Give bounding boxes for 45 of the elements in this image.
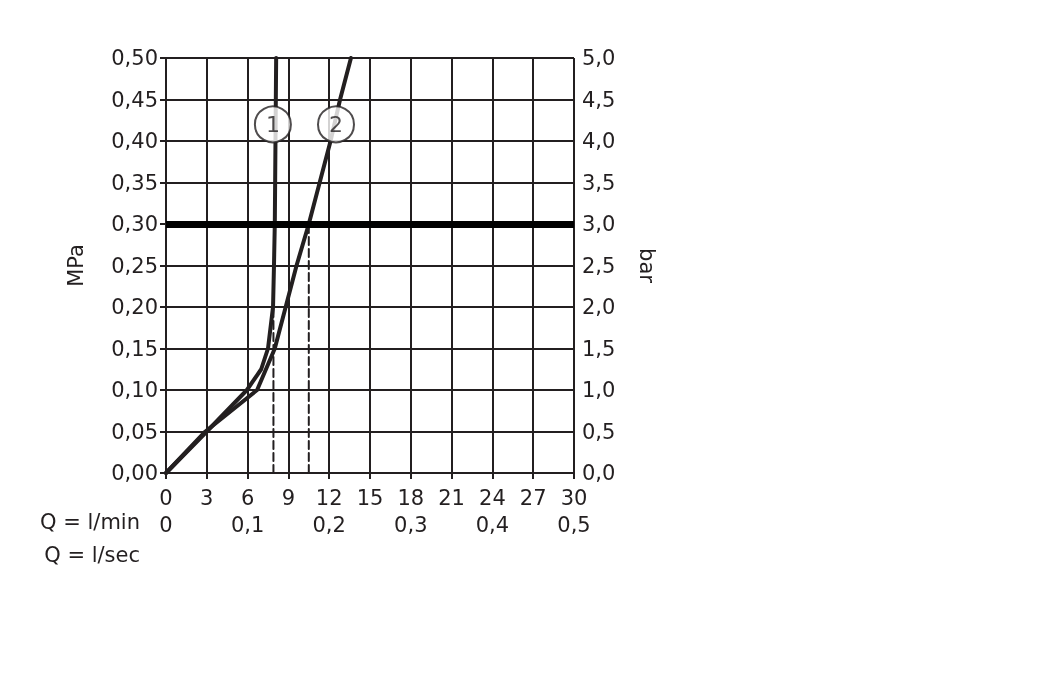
y-tick-label: 0,35 <box>111 170 158 195</box>
y-tick-label: 0,10 <box>111 378 158 402</box>
x-tick-label: 6 <box>240 485 255 510</box>
y-tick-label: 0,40 <box>111 129 158 153</box>
y-tick-label: 0,20 <box>111 295 158 319</box>
y-tick-label: 0,15 <box>111 336 158 361</box>
y-tick-label: 0,50 <box>111 46 158 70</box>
x-tick-label: 24 <box>479 485 506 510</box>
x2-tick-label: 0,5 <box>557 512 591 537</box>
y2-tick-label: 2,0 <box>582 295 616 319</box>
y-axis-title: MPa <box>63 244 88 287</box>
x-tick-label: 15 <box>356 485 384 510</box>
y2-tick-label: 3,0 <box>582 212 616 236</box>
annotation: 2 <box>329 111 343 137</box>
x2-tick-label: 0 <box>159 512 173 537</box>
x2-axis-title: Q = l/sec <box>44 542 140 567</box>
y-tick-label: 0,00 <box>111 461 158 485</box>
y2-tick-label: 4,0 <box>582 129 616 153</box>
y2-tick-label: 1,0 <box>582 378 616 402</box>
x-tick-label: 12 <box>315 485 343 510</box>
x-tick-label: 9 <box>281 485 296 510</box>
x2-tick-label: 0,1 <box>230 512 265 537</box>
y2-tick-label: 1,5 <box>582 336 616 361</box>
x2-tick-label: 0,4 <box>475 512 510 537</box>
x-tick-label: 3 <box>200 485 214 510</box>
y-tick-label: 0,45 <box>111 87 158 112</box>
x-tick-label: 18 <box>397 485 425 510</box>
y2-tick-label: 0,0 <box>582 461 616 485</box>
y2-tick-label: 3,5 <box>582 170 616 195</box>
x-axis-title: Q = l/min <box>40 509 140 534</box>
y2-tick-label: 5,0 <box>582 46 616 70</box>
y-tick-label: 0,25 <box>111 253 158 278</box>
y2-tick-label: 2,5 <box>582 253 616 278</box>
x-tick-label: 27 <box>519 485 547 510</box>
y2-axis-title: bar <box>634 248 659 284</box>
x-tick-label: 0 <box>159 485 173 510</box>
x-tick-label: 30 <box>560 485 588 510</box>
y-tick-label: 0,30 <box>111 212 158 236</box>
x2-tick-label: 0,2 <box>312 512 346 537</box>
annotation: 1 <box>265 111 280 137</box>
y2-tick-label: 0,5 <box>582 419 616 444</box>
x-tick-label: 21 <box>438 485 465 510</box>
y-tick-label: 0,05 <box>111 419 158 444</box>
x2-tick-label: 0,3 <box>394 512 428 537</box>
y2-tick-label: 4,5 <box>582 87 616 112</box>
